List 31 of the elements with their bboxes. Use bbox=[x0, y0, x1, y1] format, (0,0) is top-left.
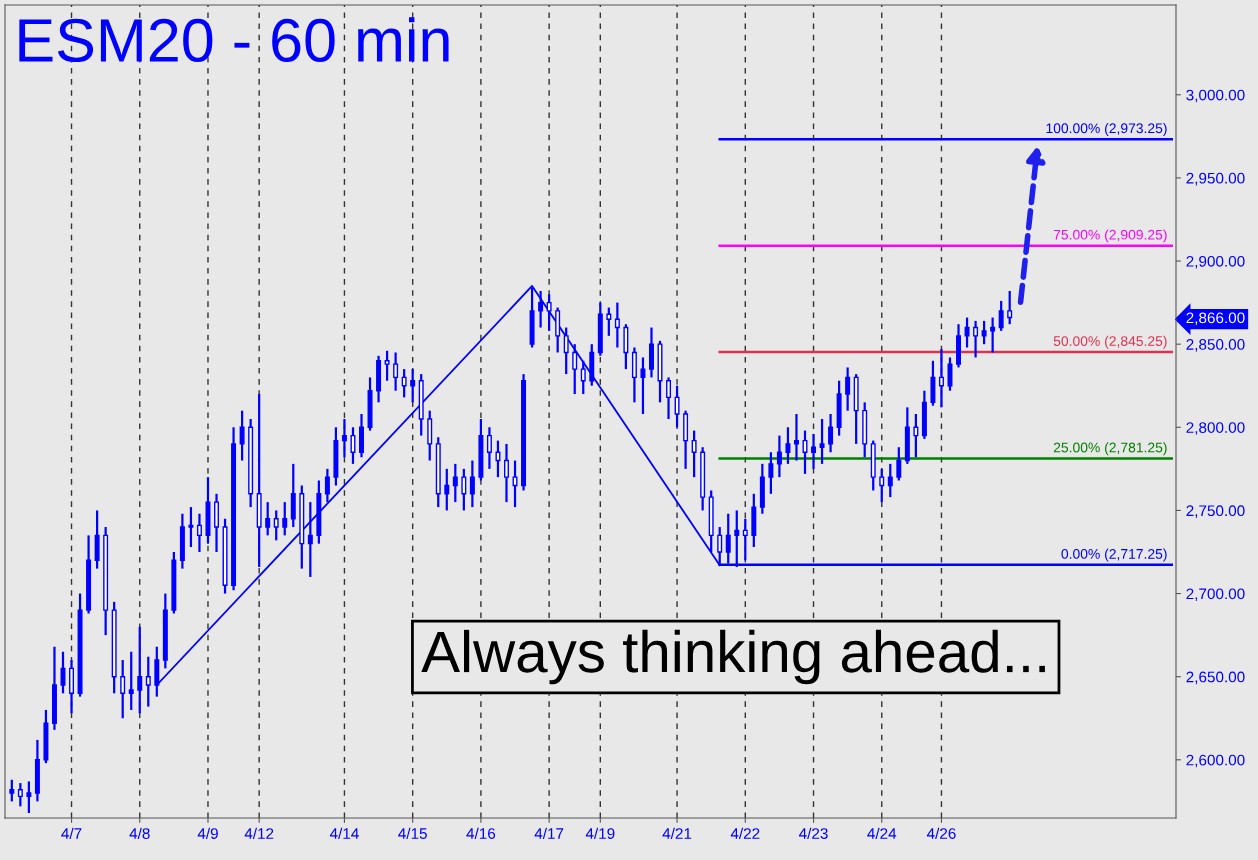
y-tick-label: 2,950.00 bbox=[1186, 172, 1245, 186]
x-tick-label: 4/16 bbox=[466, 827, 496, 839]
y-tick-label: 2,900.00 bbox=[1186, 255, 1245, 269]
x-tick-label: 4/12 bbox=[244, 827, 274, 839]
y-tick-label: 2,866.00 bbox=[1186, 312, 1245, 326]
series-label: 75.00% (2,909.25) bbox=[1053, 229, 1167, 243]
x-tick-label: 4/17 bbox=[534, 827, 564, 839]
x-tick-label: 4/26 bbox=[926, 827, 956, 839]
y-tick-label: 2,700.00 bbox=[1186, 588, 1245, 602]
series-label: 0.00% (2,717.25) bbox=[1061, 548, 1167, 562]
y-tick-label: 2,850.00 bbox=[1186, 339, 1245, 352]
x-tick-label: 4/21 bbox=[662, 827, 692, 839]
chart-title: ESM20 - 60 min bbox=[19, 17, 449, 63]
series-label: 100.00% (2,973.25) bbox=[1046, 122, 1167, 136]
series-label: 50.00% (2,845.25) bbox=[1053, 335, 1167, 349]
x-tick-label: 4/23 bbox=[799, 827, 828, 839]
x-tick-label: 4/7 bbox=[61, 827, 82, 839]
x-tick-label: 4/14 bbox=[329, 827, 359, 839]
x-tick-label: 4/24 bbox=[867, 827, 897, 839]
series-label: 25.00% (2,781.25) bbox=[1053, 442, 1167, 456]
annotation: Always thinking ahead... bbox=[421, 629, 1045, 685]
y-tick-label: 2,800.00 bbox=[1186, 422, 1245, 435]
x-tick-label: 4/15 bbox=[398, 827, 427, 839]
y-tick-label: 2,600.00 bbox=[1186, 754, 1245, 768]
x-tick-label: 4/9 bbox=[197, 827, 218, 839]
x-tick-label: 4/19 bbox=[585, 827, 615, 839]
y-tick-label: 3,000.00 bbox=[1186, 89, 1245, 103]
x-tick-label: 4/22 bbox=[730, 827, 760, 839]
y-tick-label: 2,650.00 bbox=[1186, 671, 1245, 685]
x-tick-label: 4/8 bbox=[129, 827, 150, 839]
y-tick-label: 2,750.00 bbox=[1186, 505, 1245, 518]
